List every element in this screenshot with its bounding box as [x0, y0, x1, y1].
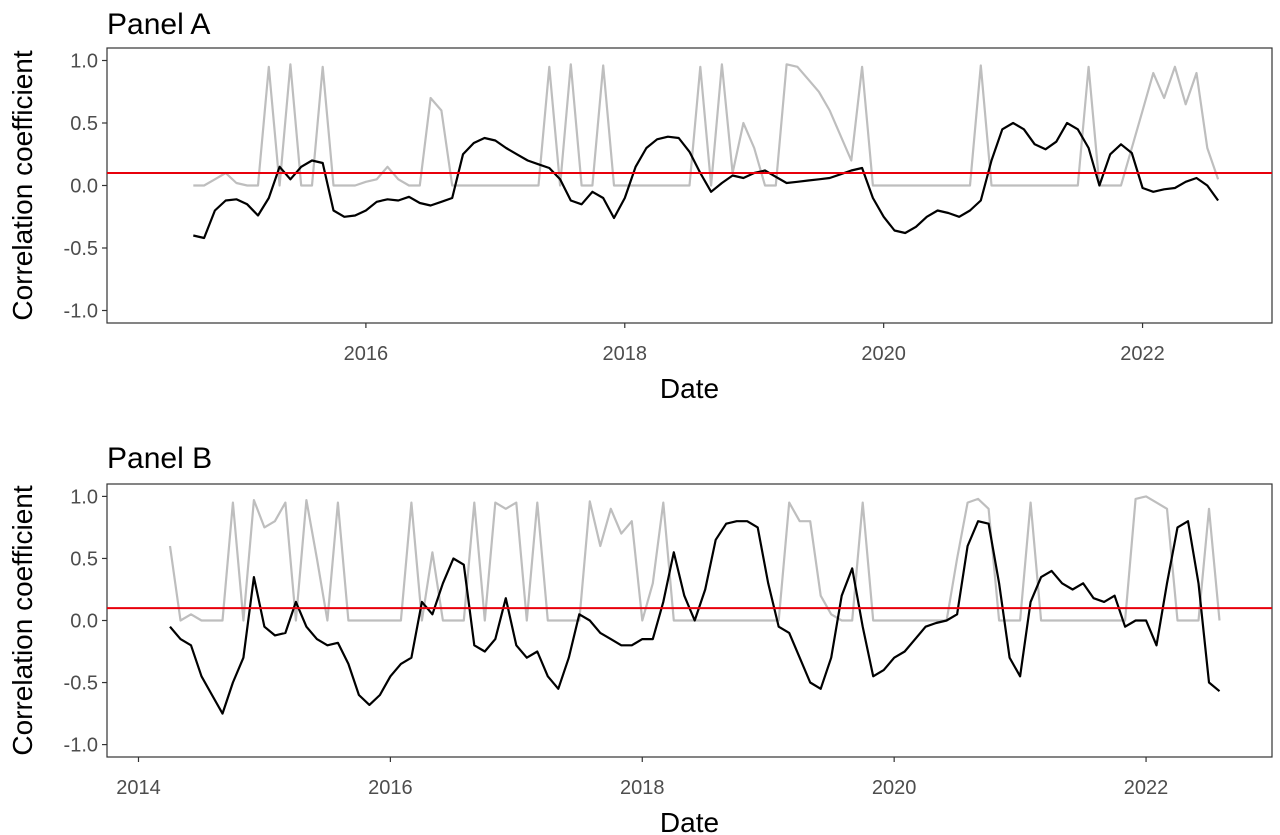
series-line-secondary — [193, 63, 1220, 187]
x-tick-label: 2018 — [603, 343, 648, 365]
x-axis-title: Date — [660, 807, 719, 835]
y-tick-label: 1.0 — [70, 486, 98, 508]
series-group — [193, 63, 1220, 240]
y-tick-label: -0.5 — [64, 673, 98, 695]
panel-a: Panel A 1.0 0.5 0.0 -0.5 -1.0 2016 2018 2020 2022… — [7, 8, 1273, 404]
panel-title: Panel A — [107, 8, 210, 41]
y-tick-label: 0.5 — [70, 548, 98, 570]
y-tick-label: -1.0 — [64, 735, 98, 757]
y-tick-label: -1.0 — [64, 301, 98, 323]
y-tick-label: -0.5 — [64, 238, 98, 260]
y-tick-label: 0.0 — [70, 176, 98, 198]
series-group — [168, 495, 1221, 715]
panel-b: Panel B 1.0 0.5 0.0 -0.5 -1.0 2014 2016 2018 2020… — [7, 442, 1273, 835]
x-axis-title: Date — [660, 373, 719, 404]
x-tick-label: 2014 — [116, 777, 161, 799]
y-tick-label: 0.5 — [70, 113, 98, 135]
x-tick-label: 2020 — [861, 343, 906, 365]
y-tick-label: 0.0 — [70, 611, 98, 633]
series-line-secondary — [168, 495, 1221, 622]
x-tick-label: 2016 — [368, 777, 413, 799]
x-tick-label: 2018 — [620, 777, 665, 799]
x-tick-label: 2022 — [1120, 343, 1165, 365]
series-line-primary — [193, 121, 1219, 240]
x-tick-label: 2020 — [872, 777, 917, 799]
y-axis-title: Correlation coefficient — [7, 50, 38, 321]
panel-title: Panel B — [107, 442, 212, 475]
series-line-primary — [169, 520, 1221, 715]
y-axis-title: Correlation coefficient — [7, 485, 38, 756]
x-tick-label: 2022 — [1124, 777, 1169, 799]
x-tick-label: 2016 — [344, 343, 389, 365]
y-tick-label: 1.0 — [70, 51, 98, 73]
